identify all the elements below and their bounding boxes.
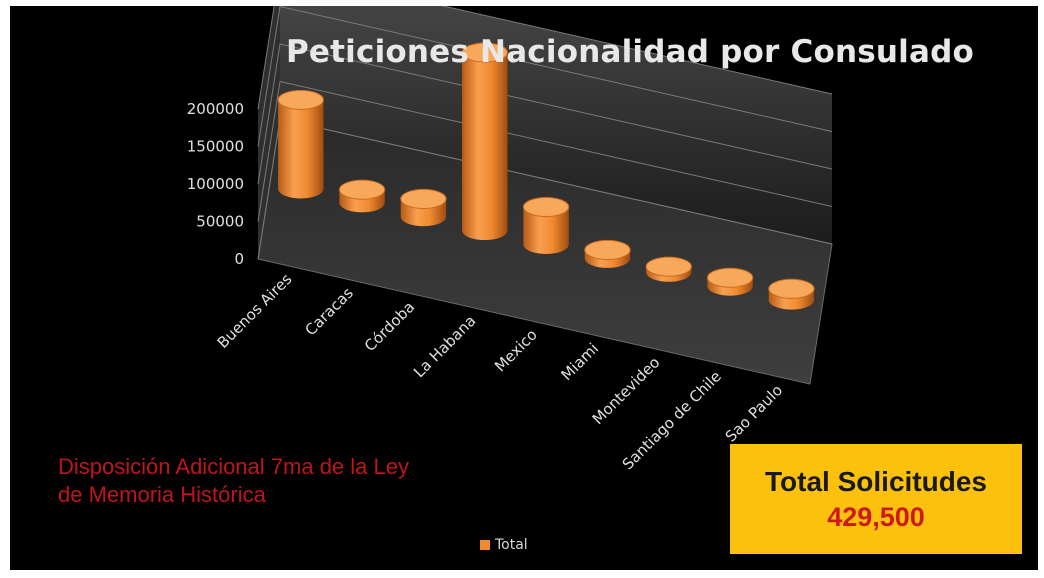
bar (400, 188, 447, 227)
x-tick-label: La Habana (410, 312, 479, 381)
chart-title: Peticiones Nacionalidad por Consulado (286, 34, 974, 70)
x-tick-label: Buenos Aires (214, 270, 296, 352)
chart-plot: 200000 150000 100000 50000 0 Buenos Aires Car… (187, 6, 833, 473)
y-tick-label: 100000 (187, 175, 244, 193)
bar-top (338, 179, 386, 200)
bar (338, 179, 386, 213)
bar-top (645, 256, 692, 277)
y-tick-label: 0 (234, 250, 244, 268)
back-wall (280, 6, 832, 244)
x-tick-label: Montevideo (589, 353, 664, 428)
y-tick-label: 200000 (187, 100, 244, 118)
bar (461, 42, 508, 241)
bar-body (462, 52, 508, 241)
x-tick-label: Miami (558, 339, 603, 384)
x-tick-label: Córdoba (361, 298, 418, 355)
bar (768, 278, 815, 310)
y-tick-label: 150000 (187, 138, 244, 156)
gridline (257, 6, 833, 110)
x-tick-label: Sao Paulo (722, 381, 786, 445)
bar (706, 267, 754, 296)
bar-body (278, 99, 324, 199)
y-axis-ticks: 200000 150000 100000 50000 0 (187, 100, 244, 268)
legal-note: Disposición Adicional 7ma de la Ley de M… (58, 454, 409, 507)
bar (522, 196, 570, 255)
bar-top (584, 239, 631, 260)
bar-top (522, 196, 570, 218)
bar (645, 256, 692, 282)
legend-label: Total (495, 537, 528, 553)
side-wall (258, 6, 280, 259)
bar-top (400, 188, 447, 209)
bar-top (461, 42, 508, 63)
bar-top (277, 89, 324, 110)
total-box: Total Solicitudes 429,500 (730, 444, 1022, 554)
legend: Total (480, 537, 528, 553)
bar (277, 89, 324, 199)
bar-top (768, 278, 815, 299)
bar-body (523, 207, 569, 255)
bars (277, 42, 815, 310)
y-tick-label: 50000 (196, 213, 244, 231)
total-label: Total Solicitudes (765, 466, 987, 497)
x-tick-label: Caracas (301, 284, 356, 339)
chart-slide: 200000 150000 100000 50000 0 Buenos Aires Car… (10, 6, 1038, 570)
gridline (257, 6, 833, 147)
bar-top (706, 267, 754, 288)
legend-swatch (480, 540, 490, 550)
total-value: 429,500 (827, 502, 925, 532)
bar (584, 239, 631, 268)
gridline (257, 80, 833, 222)
gridline (257, 43, 833, 185)
x-tick-label: Mexico (491, 326, 541, 376)
